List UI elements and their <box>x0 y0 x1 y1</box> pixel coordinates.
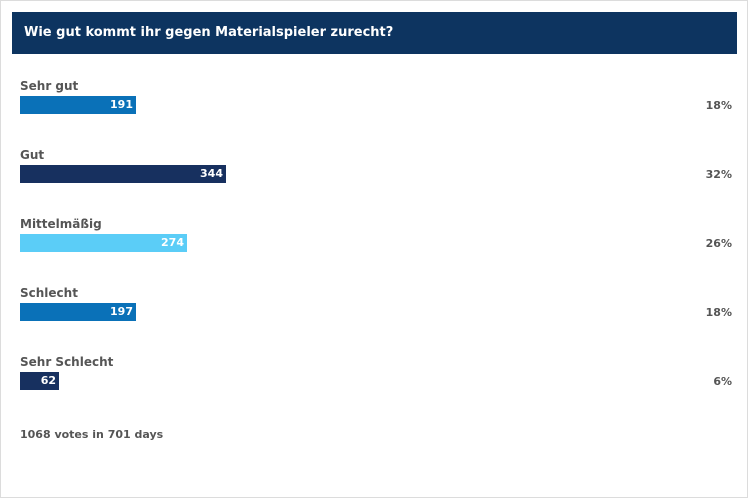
poll-answer-gut: Gut 344 32% <box>20 148 732 198</box>
answer-label: Sehr Schlecht <box>20 355 114 369</box>
answer-bar: 344 <box>20 165 226 183</box>
vote-count: 197 <box>110 305 133 318</box>
vote-count: 274 <box>161 236 184 249</box>
answer-percent: 26% <box>705 237 732 250</box>
answer-bar: 197 <box>20 303 136 321</box>
poll-answer-schlecht: Schlecht 197 18% <box>20 286 732 336</box>
answer-bar: 62 <box>20 372 59 390</box>
poll-vote-summary: 1068 votes in 701 days <box>20 428 164 441</box>
answer-label: Mittelmäßig <box>20 217 102 231</box>
answer-percent: 18% <box>705 306 732 319</box>
poll-answer-mittelmaessig: Mittelmäßig 274 26% <box>20 217 732 267</box>
poll-answer-sehr-schlecht: Sehr Schlecht 62 6% <box>20 355 732 405</box>
poll-answer-sehr-gut: Sehr gut 191 18% <box>20 79 732 129</box>
answer-percent: 18% <box>705 99 732 112</box>
answer-label: Schlecht <box>20 286 78 300</box>
answer-percent: 6% <box>713 375 732 388</box>
vote-count: 191 <box>110 98 133 111</box>
poll-question: Wie gut kommt ihr gegen Materialspieler … <box>12 12 737 54</box>
answer-percent: 32% <box>705 168 732 181</box>
answer-label: Sehr gut <box>20 79 79 93</box>
answer-label: Gut <box>20 148 45 162</box>
answer-bar: 274 <box>20 234 187 252</box>
vote-count: 62 <box>40 374 56 387</box>
vote-count: 344 <box>200 167 223 180</box>
answer-bar: 191 <box>20 96 136 114</box>
